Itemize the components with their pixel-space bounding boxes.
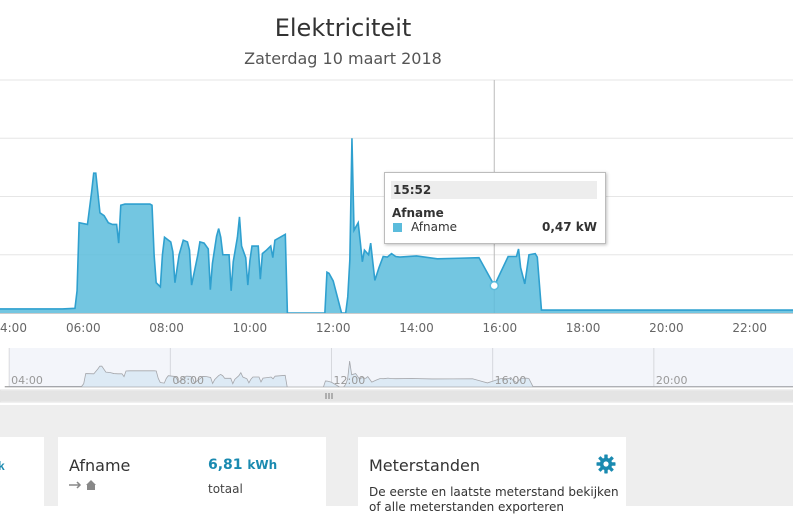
- tooltip-time: 15:52: [391, 181, 597, 199]
- x-tick-label: 06:00: [66, 321, 101, 335]
- navigator-tick-label: 20:00: [656, 374, 688, 387]
- x-tick-label: 10:00: [233, 321, 268, 335]
- x-tick-label: 18:00: [566, 321, 601, 335]
- x-tick-label: 4:00: [0, 321, 27, 335]
- afname-title: Afname: [69, 456, 131, 475]
- x-tick-label: 08:00: [149, 321, 184, 335]
- meterstanden-title: Meterstanden: [369, 456, 481, 475]
- navigator-tick-label: 16:00: [495, 374, 527, 387]
- gear-icon[interactable]: [596, 454, 616, 474]
- card-meterstanden[interactable]: Meterstanden De eerste en laatste meters…: [358, 437, 626, 517]
- chart-subtitle: Zaterdag 10 maart 2018: [244, 49, 442, 68]
- navigator-tick-label: 04:00: [11, 374, 43, 387]
- x-tick-label: 14:00: [399, 321, 434, 335]
- series-line-afname[interactable]: [0, 138, 793, 314]
- navigator-tick-label: 12:00: [334, 374, 366, 387]
- x-tick-label: 22:00: [732, 321, 767, 335]
- hover-marker: [489, 280, 499, 291]
- tooltip-label: Afname: [411, 220, 458, 234]
- summary-panel: k Afname 6,81 kWh totaal Meterstanden: [0, 405, 793, 517]
- x-tick-label: 16:00: [483, 321, 518, 335]
- tooltip-value: 0,47 kW: [541, 220, 597, 234]
- scrollbar-thumb[interactable]: [0, 391, 793, 401]
- main-chart[interactable]: 4:00 06:00 08:00 10:00 12:00 14:00 16:00 18:00 2…: [0, 0, 793, 345]
- chart-title: Elektriciteit: [274, 14, 412, 42]
- tooltip-series-swatch: [393, 223, 402, 232]
- navigator-tick-label: 08:00: [172, 374, 204, 387]
- card-afname[interactable]: Afname 6,81 kWh totaal: [58, 437, 326, 517]
- afname-value: 6,81 kWh: [208, 457, 278, 473]
- navigator-series: [4, 360, 793, 388]
- x-tick-label: 12:00: [316, 321, 351, 335]
- series-area-afname[interactable]: [0, 138, 793, 313]
- tooltip-series-name: Afname: [392, 206, 444, 220]
- navigator-selection[interactable]: [9, 348, 793, 387]
- meterstanden-description: De eerste en laatste meterstand bekijken…: [369, 485, 619, 514]
- chart-tooltip: 15:52 Afname Afname 0,47 kW: [384, 172, 606, 244]
- arrow-to-home-icon: [69, 480, 96, 490]
- navigator-scrollbar[interactable]: [0, 389, 793, 403]
- card-partial: k: [0, 437, 44, 517]
- afname-sub: totaal: [208, 482, 243, 496]
- x-tick-label: 20:00: [649, 321, 684, 335]
- partial-card-text: k: [0, 459, 5, 473]
- navigator-background: [0, 347, 793, 387]
